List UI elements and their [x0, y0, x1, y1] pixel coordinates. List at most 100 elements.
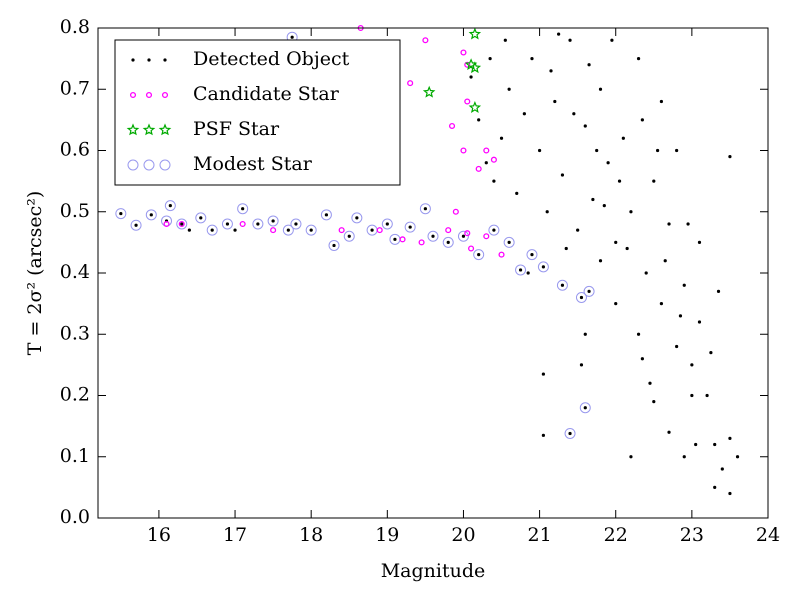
point	[286, 228, 290, 232]
point	[488, 224, 500, 236]
point	[503, 236, 515, 248]
legend-marker	[161, 91, 169, 99]
point	[545, 210, 549, 214]
point	[305, 224, 317, 236]
point	[587, 289, 591, 293]
point	[309, 228, 313, 232]
point	[697, 320, 702, 324]
point	[164, 200, 176, 212]
point	[579, 402, 591, 414]
point	[583, 406, 587, 410]
point	[290, 35, 294, 39]
point	[431, 234, 435, 238]
point	[636, 57, 641, 61]
point	[636, 332, 641, 336]
legend-label: Detected Object	[193, 48, 350, 70]
point	[407, 80, 414, 87]
point	[583, 332, 587, 336]
point	[716, 289, 721, 293]
point	[399, 236, 406, 243]
y-tick-label: 0.6	[60, 139, 90, 161]
point	[614, 302, 618, 306]
point	[464, 230, 471, 237]
point	[568, 38, 572, 42]
x-tick-label: 22	[604, 524, 628, 546]
point	[579, 295, 584, 300]
point	[595, 148, 599, 153]
point	[475, 165, 482, 172]
point	[464, 98, 471, 105]
point	[119, 211, 123, 216]
point	[522, 112, 526, 116]
point	[320, 209, 332, 221]
point	[575, 292, 587, 303]
point	[735, 455, 740, 459]
point	[134, 223, 138, 227]
y-axis-label: T = 2σ² (arcsec²)	[24, 191, 46, 356]
point	[488, 57, 492, 61]
point	[621, 136, 625, 140]
point	[328, 239, 340, 251]
point	[460, 49, 467, 56]
x-tick-label: 23	[680, 524, 704, 546]
point	[667, 222, 671, 226]
point	[576, 228, 580, 232]
point	[457, 230, 469, 242]
point	[237, 203, 249, 215]
point	[271, 219, 275, 223]
point	[408, 225, 412, 229]
legend-label: Candidate Star	[193, 83, 340, 105]
point	[221, 218, 233, 230]
y-tick-label: 0.3	[60, 322, 90, 344]
point	[427, 230, 439, 242]
point	[477, 253, 481, 257]
point	[168, 204, 172, 208]
point	[256, 222, 260, 226]
x-axis-label: Magnitude	[381, 560, 486, 582]
point	[598, 87, 603, 91]
point	[720, 467, 724, 471]
x-tick-label: 18	[299, 524, 323, 546]
point	[422, 85, 436, 98]
point	[587, 63, 591, 67]
point	[404, 221, 416, 233]
point	[176, 218, 188, 230]
point	[659, 302, 664, 306]
point	[728, 155, 732, 159]
point	[376, 227, 383, 234]
point	[145, 209, 157, 221]
point	[663, 259, 667, 263]
legend-marker	[145, 91, 153, 99]
point	[461, 234, 466, 238]
point	[115, 208, 127, 220]
point	[351, 212, 363, 224]
point	[239, 220, 246, 228]
point	[423, 207, 427, 211]
point	[267, 215, 279, 227]
legend-marker	[142, 123, 156, 136]
point	[682, 455, 686, 459]
point	[483, 233, 490, 240]
y-tick-label: 0.7	[60, 77, 90, 99]
point	[418, 239, 425, 246]
y-tick-label: 0.2	[60, 384, 90, 406]
point	[130, 219, 142, 231]
point	[492, 228, 496, 232]
y-tick-label: 0.0	[60, 506, 90, 528]
point	[343, 230, 355, 242]
point	[690, 393, 694, 398]
y-tick-label: 0.8	[60, 16, 90, 38]
point	[617, 179, 622, 183]
point	[149, 213, 153, 217]
point	[446, 240, 450, 244]
point	[518, 268, 523, 272]
point	[180, 222, 184, 226]
point	[252, 218, 264, 230]
legend-marker	[147, 58, 151, 62]
point	[225, 222, 230, 226]
point	[572, 112, 576, 116]
point	[241, 207, 245, 211]
point	[370, 228, 374, 232]
point	[468, 27, 482, 40]
point	[694, 442, 698, 447]
